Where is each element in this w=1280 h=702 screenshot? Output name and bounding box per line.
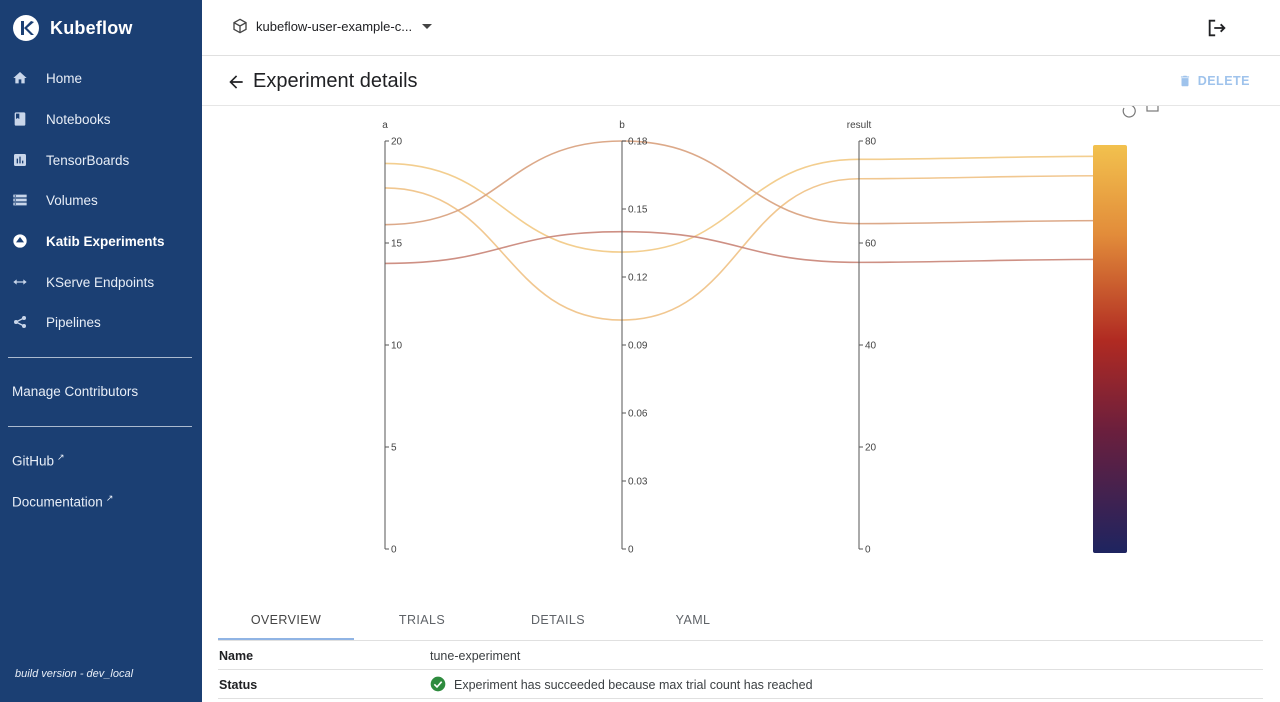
tick-label: 0.12 (628, 273, 648, 284)
reset-icon[interactable] (1122, 106, 1136, 118)
chevron-down-icon (422, 23, 433, 29)
sidebar-item-home[interactable]: Home (0, 58, 202, 98)
tick-label: 60 (865, 239, 877, 250)
parallel-coordinates-chart[interactable]: a 0 5 10 15 20 b 0 0.03 0.06 0.09 0.12 0.15 0.18 resul… (202, 106, 1280, 586)
external-link-icon: ↗ (105, 493, 114, 503)
sidebar-divider (8, 426, 192, 427)
tick-label: 0.06 (628, 409, 648, 420)
colorbar (1093, 145, 1127, 553)
title-bar: Experiment details DELETE (202, 56, 1280, 106)
tick-label: 0.18 (628, 137, 648, 148)
sidebar-item-volumes[interactable]: Volumes (0, 180, 202, 220)
list-icon (12, 192, 28, 208)
name-row: Name tune-experiment (218, 641, 1263, 670)
namespace-label: kubeflow-user-example-c... (256, 18, 413, 34)
home-icon (12, 70, 28, 86)
namespace-selector[interactable]: kubeflow-user-example-c... (232, 18, 433, 34)
kubeflow-logo-icon (13, 15, 39, 41)
tick-label: 15 (391, 239, 403, 250)
app-name: Kubeflow (50, 17, 133, 38)
book-icon (12, 111, 28, 127)
modebar[interactable] (1122, 106, 1159, 118)
sidebar-item-pipelines[interactable]: Pipelines (0, 302, 202, 342)
axis-label: result (847, 120, 872, 131)
tick-label: 0.09 (628, 341, 648, 352)
tick-label: 40 (865, 341, 877, 352)
code-arrows-icon (12, 274, 28, 290)
tab-trials[interactable]: TRIALS (398, 613, 446, 627)
sidebar-item-label: Notebooks (46, 111, 111, 127)
sidebar-item-label: Pipelines (46, 314, 101, 330)
external-link-icon: ↗ (57, 452, 65, 462)
download-icon[interactable] (1146, 106, 1159, 112)
github-link[interactable]: GitHub ↗ (12, 452, 65, 469)
tick-label: 20 (391, 137, 403, 148)
sidebar-item-label: Volumes (46, 192, 98, 208)
back-arrow-icon[interactable] (226, 72, 246, 92)
tab-details[interactable]: DETAILS (531, 613, 585, 627)
tab-yaml[interactable]: YAML (675, 613, 711, 627)
delete-label: DELETE (1197, 74, 1250, 88)
status-value: Experiment has succeeded because max tri… (430, 676, 813, 692)
tick-label: 5 (391, 443, 397, 454)
sidebar-divider (8, 357, 192, 358)
cube-icon (233, 18, 247, 34)
sidebar-item-tensorboards[interactable]: TensorBoards (0, 140, 202, 180)
trial-lines (384, 140, 1100, 321)
katib-icon (12, 233, 28, 249)
tick-label: 80 (865, 137, 877, 148)
trial-line[interactable] (384, 230, 1100, 265)
status-text: Experiment has succeeded because max tri… (454, 678, 813, 692)
tick-label: 0 (628, 545, 634, 556)
documentation-link[interactable]: Documentation ↗ (12, 493, 113, 510)
sidebar-item-label: TensorBoards (46, 152, 130, 168)
name-value: tune-experiment (430, 649, 521, 663)
build-version: build version - dev_local (15, 668, 134, 680)
sidebar-item-label: Home (46, 70, 83, 86)
tick-label: 0 (391, 545, 397, 556)
trial-line[interactable] (384, 174, 1100, 321)
axis-label: a (382, 120, 388, 131)
tick-label: 0.03 (628, 477, 648, 488)
sidebar: Kubeflow Home Notebooks TensorBoards Vol… (0, 0, 202, 702)
chart-canvas[interactable]: a 0 5 10 15 20 b 0 0.03 0.06 0.09 0.12 0.15 0.18 resul… (202, 106, 1280, 586)
sidebar-item-katib-experiments[interactable]: Katib Experiments (0, 221, 202, 261)
status-row: Status Experiment has succeeded because … (218, 670, 1263, 699)
trial-line[interactable] (384, 140, 1100, 226)
tick-label: 0.15 (628, 205, 648, 216)
top-bar: kubeflow-user-example-c... (202, 0, 1280, 56)
sidebar-item-notebooks[interactable]: Notebooks (0, 99, 202, 139)
axis-label: b (619, 120, 625, 131)
sidebar-item-kserve-endpoints[interactable]: KServe Endpoints (0, 262, 202, 302)
tick-label: 0 (865, 545, 871, 556)
tab-overview[interactable]: OVERVIEW (218, 600, 354, 640)
pipeline-icon (12, 314, 28, 330)
status-label: Status (219, 678, 258, 692)
brand[interactable]: Kubeflow (12, 14, 133, 42)
axes: a 0 5 10 15 20 b 0 0.03 0.06 0.09 0.12 0.15 0.18 resul… (382, 120, 876, 556)
sidebar-item-label: Katib Experiments (46, 233, 165, 249)
tick-label: 20 (865, 443, 877, 454)
tick-label: 10 (391, 341, 403, 352)
github-label: GitHub (12, 453, 55, 469)
logout-icon[interactable] (1206, 17, 1228, 39)
check-circle-icon (430, 676, 446, 692)
trial-line[interactable] (384, 155, 1100, 253)
chart-icon (12, 152, 28, 168)
delete-button[interactable]: DELETE (1178, 74, 1250, 88)
page-title: Experiment details (253, 70, 418, 92)
trash-icon (1180, 75, 1189, 87)
manage-contributors-link[interactable]: Manage Contributors (12, 384, 139, 399)
sidebar-item-label: KServe Endpoints (46, 274, 155, 290)
tabs: OVERVIEW TRIALS DETAILS YAML (218, 600, 1263, 641)
documentation-label: Documentation (12, 494, 103, 510)
name-label: Name (219, 649, 254, 663)
